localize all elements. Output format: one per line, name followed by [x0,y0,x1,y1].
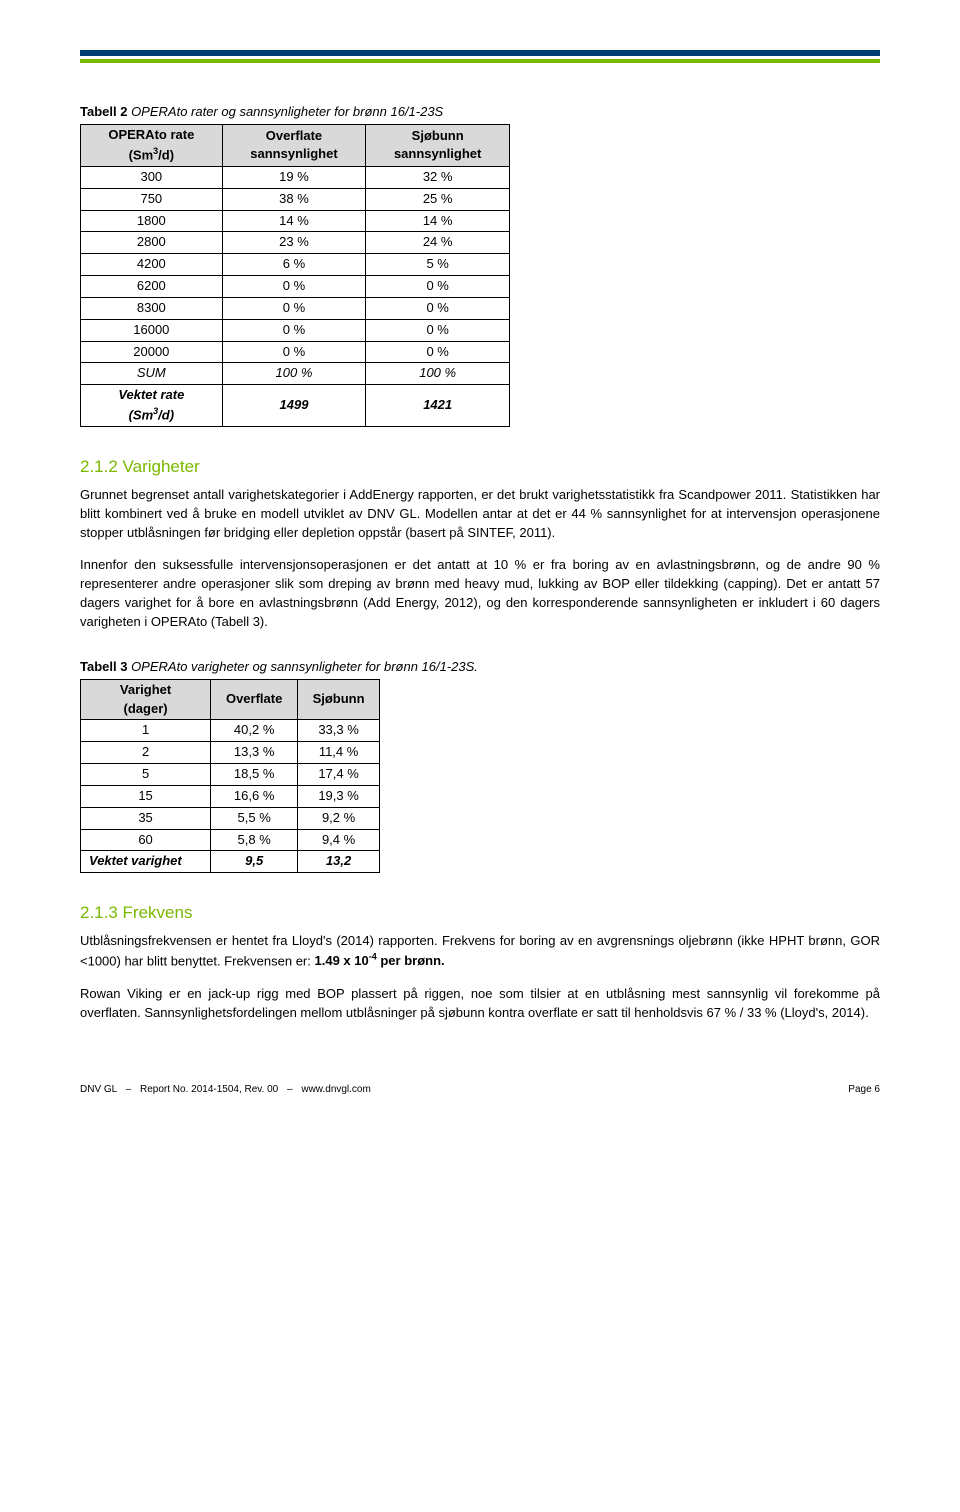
t1-vektet-row: Vektet rate (Sm3/d) 1499 1421 [81,385,510,427]
footer-left: DNV GL – Report No. 2014-1504, Rev. 00 –… [80,1083,371,1098]
t2-h1: Overflate [211,679,298,720]
t1-h2: Sjøbunn sannsynlighet [366,124,510,166]
header-rule-green [80,59,880,63]
table-row: 62000 %0 % [81,276,510,298]
table1-caption-bold: Tabell 2 [80,104,127,119]
table-row: 200000 %0 % [81,341,510,363]
t1-body: 30019 %32 % 75038 %25 % 180014 %14 % 280… [81,166,510,426]
t1-h1: Overflate sannsynlighet [222,124,366,166]
table-row: 140,2 %33,3 % [81,720,380,742]
heading-213: 2.1.3 Frekvens [80,901,880,926]
heading-212: 2.1.2 Varigheter [80,455,880,480]
table-row: 83000 %0 % [81,297,510,319]
table-row: 355,5 %9,2 % [81,807,380,829]
table-row: 213,3 %11,4 % [81,742,380,764]
table2-caption-rest: OPERAto varigheter og sannsynligheter fo… [127,659,477,674]
header-rule-navy [80,50,880,56]
page-footer: DNV GL – Report No. 2014-1504, Rev. 00 –… [80,1083,880,1098]
table-row: 518,5 %17,4 % [81,764,380,786]
table2-caption: Tabell 3 OPERAto varigheter og sannsynli… [80,658,880,677]
t1-sum-row: SUM100 %100 % [81,363,510,385]
p-213-2: Rowan Viking er en jack-up rigg med BOP … [80,985,880,1023]
table-row: 160000 %0 % [81,319,510,341]
p-212-1: Grunnet begrenset antall varighetskatego… [80,486,880,543]
p-213-1: Utblåsningsfrekvensen er hentet fra Lloy… [80,932,880,971]
table2: Varighet (dager) Overflate Sjøbunn 140,2… [80,679,380,874]
p-212-2: Innenfor den suksessfulle intervensjonso… [80,556,880,631]
table1-caption: Tabell 2 OPERAto rater og sannsynlighete… [80,103,880,122]
table-row: 605,8 %9,4 % [81,829,380,851]
table1: OPERAto rate (Sm3/d) Overflate sannsynli… [80,124,510,427]
table-row: 280023 %24 % [81,232,510,254]
t2-h0: Varighet (dager) [81,679,211,720]
t2-vektet-row: Vektet varighet 9,5 13,2 [81,851,380,873]
footer-right: Page 6 [848,1083,880,1098]
table-row: 1516,6 %19,3 % [81,785,380,807]
table-row: 180014 %14 % [81,210,510,232]
table-row: 75038 %25 % [81,188,510,210]
t2-body: 140,2 %33,3 % 213,3 %11,4 % 518,5 %17,4 … [81,720,380,873]
table2-caption-bold: Tabell 3 [80,659,127,674]
table-row: 42006 %5 % [81,254,510,276]
t1-h0: OPERAto rate (Sm3/d) [81,124,223,166]
table-row: 30019 %32 % [81,166,510,188]
table1-caption-rest: OPERAto rater og sannsynligheter for brø… [127,104,443,119]
t2-h2: Sjøbunn [298,679,380,720]
